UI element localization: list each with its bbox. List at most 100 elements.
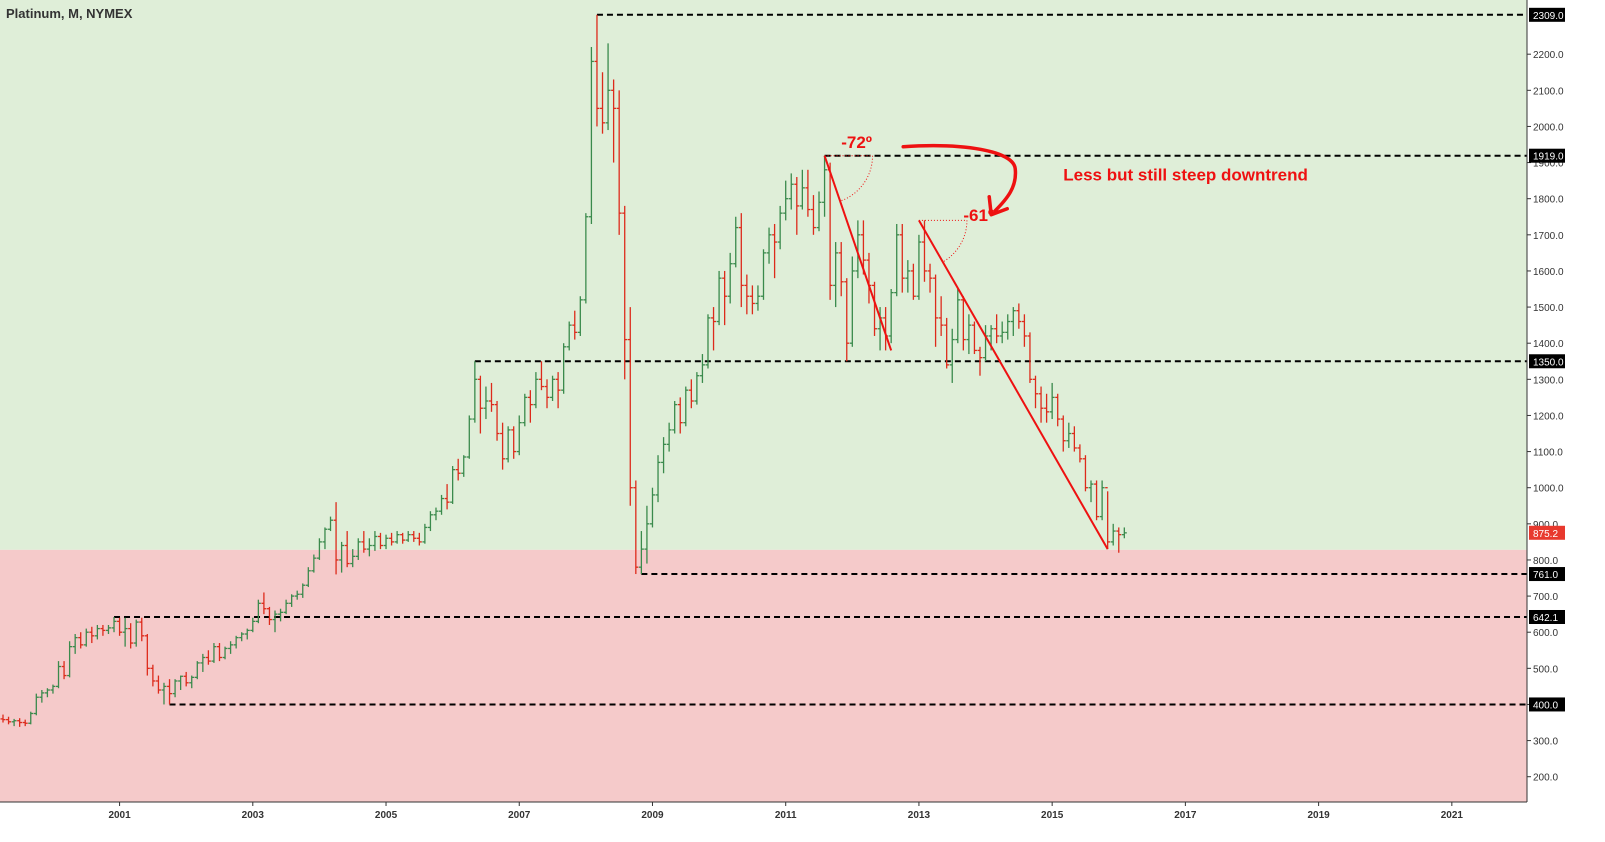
level-price-tag <box>1529 148 1565 163</box>
arrow-head <box>987 194 1009 217</box>
ohlc-bar <box>544 379 550 409</box>
ohlc-bar <box>744 274 750 315</box>
trendline <box>918 219 1109 550</box>
annotation-angle: -72º <box>841 133 872 152</box>
ohlc-bar <box>616 90 622 235</box>
ohlc-bar <box>394 531 400 544</box>
ohlc-bar <box>72 634 78 654</box>
ohlc-bar <box>805 169 811 217</box>
ohlc-bar <box>794 177 800 235</box>
ohlc-bar <box>538 361 544 391</box>
ohlc-bar <box>844 278 850 362</box>
ohlc-bar <box>361 531 367 553</box>
ohlc-bar <box>527 390 533 423</box>
ohlc-bar <box>405 531 411 542</box>
levels-layer <box>114 13 1527 706</box>
ohlc-bar <box>810 195 816 235</box>
ohlc-bar <box>433 507 439 521</box>
level-price-label: 642.1 <box>1533 613 1558 624</box>
ohlc-bar <box>816 191 822 232</box>
ohlc-bar <box>89 626 95 644</box>
ohlc-bar <box>183 671 189 687</box>
ohlc-bar <box>605 43 611 131</box>
ohlc-bar <box>711 307 717 351</box>
annotation-downtrend: Less but still steep downtrend <box>1063 166 1308 185</box>
ohlc-bar <box>22 719 28 727</box>
x-tick-label: 2015 <box>1041 810 1064 821</box>
ohlc-bar <box>316 538 322 560</box>
ohlc-bar <box>872 281 878 336</box>
x-tick-label: 2017 <box>1174 810 1197 821</box>
ohlc-bar <box>783 180 789 221</box>
x-axis-panel <box>0 802 1605 837</box>
ohlc-bar <box>167 679 173 705</box>
ohlc-bar <box>705 314 711 369</box>
y-tick-label: 1400.0 <box>1533 339 1564 350</box>
ohlc-bar <box>588 46 594 224</box>
ohlc-bar <box>566 321 572 351</box>
ohlc-bar <box>472 361 478 423</box>
ohlc-bar <box>411 531 417 542</box>
ohlc-bar <box>761 249 766 300</box>
ohlc-bar <box>0 714 6 723</box>
ohlc-bar <box>699 354 705 383</box>
ohlc-bar <box>716 270 722 326</box>
y-tick-label: 500.0 <box>1533 664 1558 675</box>
ohlc-bar <box>222 646 228 660</box>
ohlc-bar <box>239 632 245 642</box>
angle-arc <box>839 155 874 202</box>
ohlc-bar <box>272 610 278 633</box>
ohlc-bar <box>161 682 167 705</box>
ohlc-bar <box>849 256 855 347</box>
ohlc-bar <box>1094 480 1100 521</box>
y-tick-label: 1300.0 <box>1533 375 1564 386</box>
ohlc-bar <box>627 307 633 506</box>
ohlc-bar <box>533 372 539 409</box>
y-tick-label: 1500.0 <box>1533 303 1564 314</box>
ohlc-bar <box>1049 382 1055 420</box>
level-price-label: 1919.0 <box>1533 152 1564 163</box>
ohlc-bar <box>228 641 234 654</box>
ohlc-bar <box>172 679 178 698</box>
angle-arc <box>942 220 968 263</box>
y-tick-label: 800.0 <box>1533 556 1558 567</box>
ohlc-bar <box>738 213 744 308</box>
ohlc-bar <box>971 321 977 355</box>
ohlc-bar <box>355 538 361 560</box>
ohlc-bar <box>1066 422 1072 448</box>
ohlc-bar <box>28 711 34 725</box>
y-tick-label: 900.0 <box>1533 520 1558 531</box>
ohlc-bar <box>1060 415 1066 452</box>
zone-bear <box>0 549 1527 802</box>
curved-arrow <box>901 143 1018 213</box>
ohlc-bar <box>483 386 489 420</box>
last-price-label: 875.2 <box>1533 529 1558 540</box>
ohlc-bar <box>583 213 589 304</box>
x-tick-label: 2005 <box>375 810 398 821</box>
ohlc-bar <box>1021 314 1027 347</box>
y-tick-label: 1000.0 <box>1533 484 1564 495</box>
ohlc-bar <box>977 346 983 376</box>
ohlc-bar <box>150 664 156 687</box>
ohlc-bar <box>555 372 561 409</box>
ohlc-bar <box>200 653 206 672</box>
ohlc-bar <box>1110 523 1116 546</box>
ohlc-bar <box>1121 527 1127 539</box>
ohlc-bar <box>17 718 23 727</box>
trendlines-layer <box>823 155 1109 550</box>
ohlc-bar <box>144 634 150 676</box>
annotation-angle: -61º <box>963 206 994 225</box>
ohlc-bar <box>78 632 84 649</box>
ohlc-bar <box>577 296 583 336</box>
x-tick-label: 2007 <box>508 810 531 821</box>
bars-layer <box>0 14 1127 727</box>
ohlc-bar <box>622 205 628 380</box>
ohlc-bar <box>960 296 966 351</box>
ohlc-bar <box>450 466 456 504</box>
ohlc-bar <box>100 624 106 636</box>
ohlc-bar <box>333 502 339 575</box>
ohlc-bar <box>211 643 217 663</box>
ohlc-bar <box>1099 480 1105 521</box>
ohlc-bar <box>822 155 828 217</box>
